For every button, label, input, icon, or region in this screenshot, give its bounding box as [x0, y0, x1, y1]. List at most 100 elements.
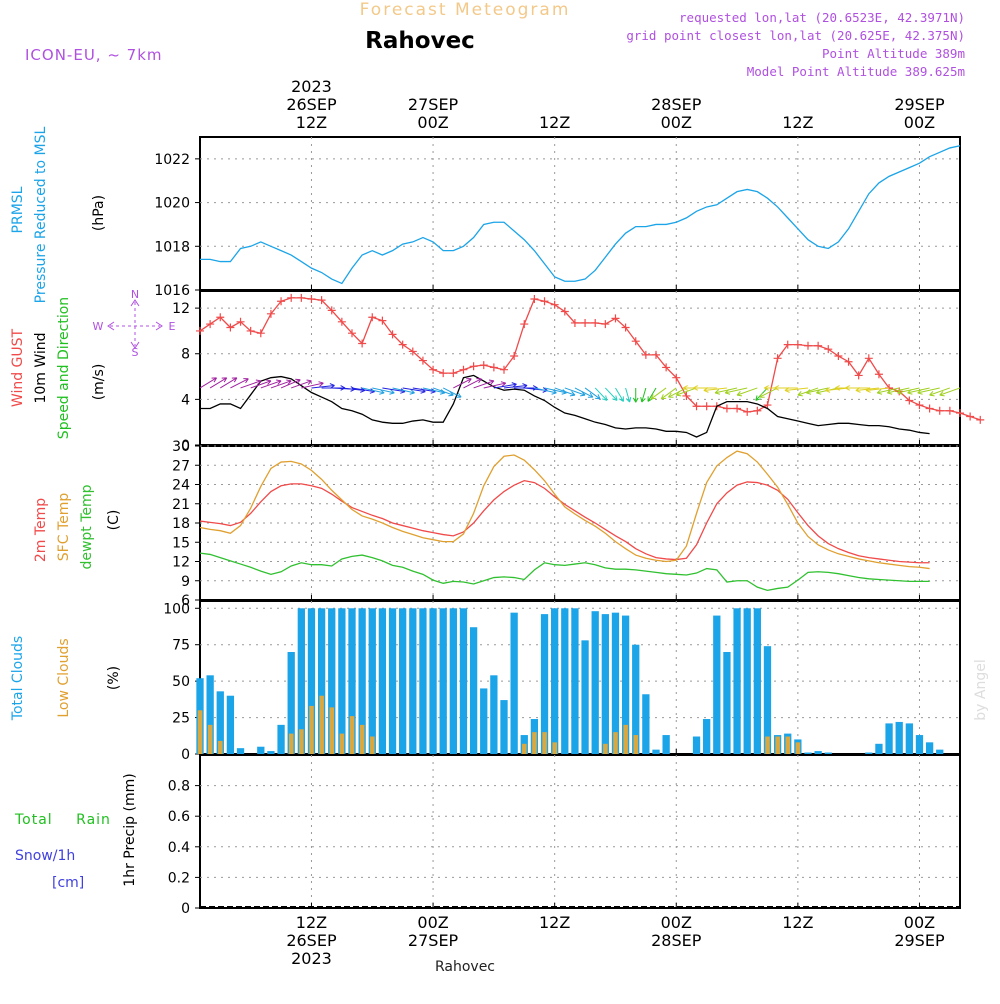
- wind-direction-arrow: [209, 377, 227, 389]
- footer-location: Rahovec: [435, 959, 495, 975]
- pressure-frame: [199, 136, 961, 291]
- clouds-ytick-label: 100: [163, 601, 190, 617]
- total-clouds-bar: [865, 752, 873, 754]
- wind-direction-arrow: [650, 387, 667, 400]
- total-clouds-bar: [409, 608, 417, 754]
- total-clouds-bar: [307, 608, 316, 754]
- low-clouds-bar: [349, 716, 355, 754]
- wind-direction-arrow: [929, 387, 951, 396]
- wind-direction-arrowhead: [929, 391, 935, 397]
- wind-direction-arrowhead: [265, 379, 272, 385]
- precip-panel: 0 0.2 0.4 0.6 0.8: [168, 754, 961, 917]
- total-clouds-bar: [905, 723, 913, 754]
- gust-marker: [418, 356, 427, 365]
- total-clouds-bar: [277, 724, 285, 754]
- gust-marker: [307, 294, 316, 303]
- wind-direction-arrowhead: [640, 397, 646, 403]
- rain-label: Total Rain: [14, 812, 111, 828]
- gust-marker: [256, 329, 265, 338]
- total-clouds-bar: [257, 746, 265, 754]
- wind-direction-arrow: [341, 387, 365, 391]
- gust-marker: [722, 404, 731, 413]
- time-label-top: 26SEP: [286, 95, 337, 114]
- total-clouds-label: Total Clouds: [10, 636, 26, 721]
- low-clouds-bar: [765, 736, 770, 754]
- gust-marker: [337, 317, 346, 326]
- gust-marker: [246, 326, 255, 335]
- wind-direction-arrow: [703, 387, 727, 391]
- total-clouds-bar: [753, 608, 761, 754]
- wind-direction-arrow: [641, 387, 647, 403]
- wind-direction-arrowhead: [897, 389, 903, 395]
- temperature-ytick-label: 24: [172, 478, 190, 494]
- total-clouds-bar: [216, 691, 224, 754]
- product-title: Forecast Meteogram: [360, 0, 571, 20]
- time-label-bottom: 2023: [291, 949, 332, 968]
- wind-direction-arrowhead: [476, 378, 482, 384]
- compass-north: N: [131, 288, 139, 301]
- total-clouds-bar: [692, 736, 701, 754]
- gust-marker: [378, 316, 387, 325]
- time-label-top: 12Z: [539, 113, 570, 132]
- wind-ytick-label: 12: [172, 301, 190, 317]
- temp-unit: (C): [106, 510, 122, 531]
- time-label-top: 00Z: [417, 113, 448, 132]
- wind-direction-arrowhead: [736, 391, 743, 397]
- gust-marker: [641, 350, 650, 359]
- wind-direction-arrow: [877, 387, 900, 394]
- wind-direction-arrowhead: [825, 387, 831, 393]
- wind-direction-arrowhead: [466, 378, 472, 384]
- total-clouds-bar: [814, 751, 822, 754]
- gust-marker: [976, 415, 985, 424]
- gust-marker: [733, 404, 742, 413]
- watermark: by Angel: [973, 659, 989, 720]
- wind-direction-arrowhead: [835, 385, 840, 391]
- prmsl-label: PRMSL: [10, 186, 26, 233]
- gust-marker: [834, 352, 843, 361]
- temperature-ytick-label: 15: [172, 535, 190, 551]
- wind-direction-arrow: [534, 387, 557, 394]
- gust-marker: [368, 313, 377, 322]
- time-label-bottom: 26SEP: [286, 931, 337, 950]
- wind-direction-arrow: [574, 387, 594, 398]
- wind-direction-arrow: [544, 387, 567, 394]
- temperature-ytick-label: 6: [181, 593, 190, 609]
- low-clouds-bar: [207, 724, 213, 754]
- gust-marker: [408, 347, 417, 356]
- total-clouds-bar: [571, 608, 579, 754]
- wind-direction-arrow: [412, 387, 436, 393]
- gust-marker: [226, 323, 235, 332]
- time-label-top: 00Z: [904, 113, 935, 132]
- gust-marker: [621, 323, 630, 332]
- precip-ytick-label: 0.4: [168, 840, 190, 856]
- wind-direction-arrow: [594, 387, 608, 401]
- prmsl-labels: PRMSL Pressure Reduced to MSL (hPa): [10, 126, 107, 303]
- wind-direction-arrow: [887, 387, 910, 394]
- precip-frame: [199, 754, 961, 909]
- low-clouds-bar: [218, 740, 223, 754]
- gust-marker: [824, 345, 833, 354]
- precip-ytick-label: 0.8: [168, 779, 190, 795]
- wind-direction-arrowhead: [675, 391, 682, 397]
- dewpt-label: dewpt Temp: [79, 484, 95, 569]
- total-clouds-bar: [581, 640, 589, 754]
- compass-south: S: [132, 346, 139, 359]
- total-clouds-bar: [936, 749, 944, 754]
- wind-direction-arrowhead: [755, 395, 761, 401]
- low-clouds-bar: [309, 705, 314, 754]
- gust-marker: [297, 293, 306, 302]
- gust-marker: [500, 365, 508, 374]
- wind-direction-arrowhead: [231, 377, 238, 383]
- total-clouds-bar: [925, 742, 934, 754]
- wind-direction-arrowhead: [286, 379, 292, 385]
- total-clouds-bar: [895, 721, 903, 754]
- gust-marker: [854, 371, 863, 380]
- wind-direction-arrowhead: [939, 391, 945, 397]
- total-clouds-bar: [429, 608, 437, 754]
- time-label-bottom: 00Z: [661, 913, 692, 932]
- wind-direction-arrowhead: [318, 381, 324, 387]
- low-clouds-bar: [795, 742, 801, 754]
- wind-direction-arrow: [291, 380, 312, 389]
- pressure-ytick-label: 1022: [154, 152, 190, 168]
